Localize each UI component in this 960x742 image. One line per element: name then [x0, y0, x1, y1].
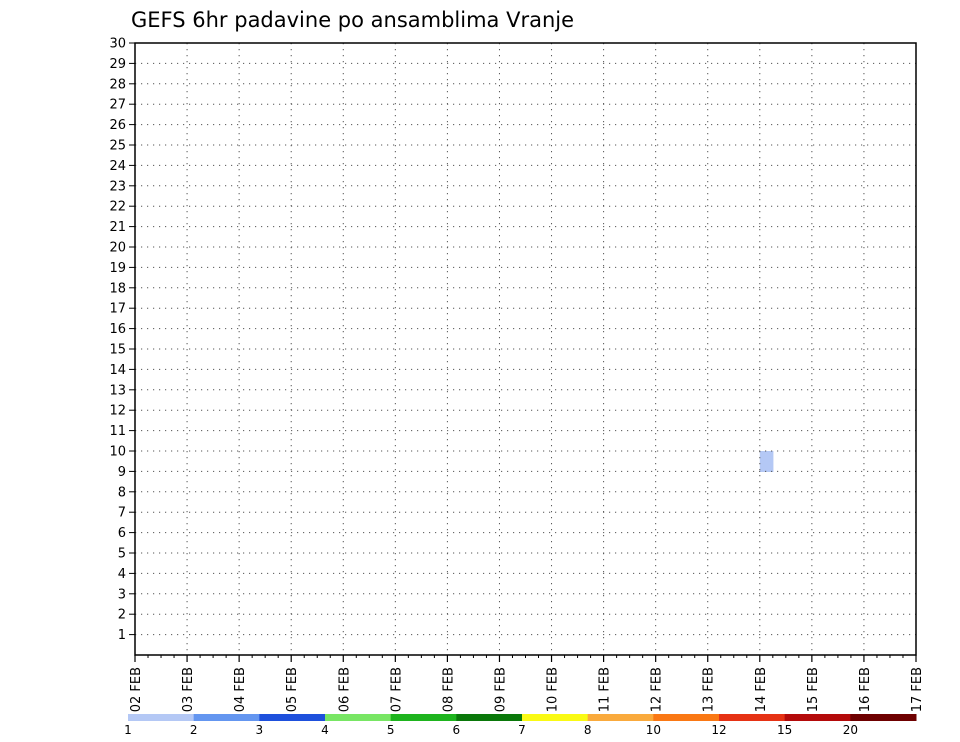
x-tick-label: 03 FEB: [181, 667, 196, 712]
x-tick-label: 05 FEB: [285, 667, 300, 712]
x-tick-label: 10 FEB: [546, 667, 561, 712]
y-tick-label: 13: [109, 383, 126, 398]
y-tick-label: 14: [109, 363, 126, 378]
y-axis: 1234567891011121314151617181920212223242…: [109, 37, 135, 643]
x-tick-label: 16 FEB: [858, 667, 873, 712]
legend-swatch: [653, 714, 720, 721]
x-tick-label: 06 FEB: [337, 667, 352, 712]
legend-label: 6: [453, 723, 461, 737]
y-tick-label: 12: [109, 404, 126, 419]
y-tick-label: 8: [118, 485, 126, 500]
y-tick-label: 2: [118, 608, 126, 623]
legend-swatch: [193, 714, 260, 721]
y-tick-label: 3: [118, 587, 126, 602]
y-tick-label: 5: [118, 547, 126, 562]
legend-label: 10: [646, 723, 661, 737]
y-tick-label: 15: [109, 343, 126, 358]
y-tick-label: 22: [109, 200, 126, 215]
legend-label: 1: [124, 723, 132, 737]
y-tick-label: 20: [109, 241, 126, 256]
legend-swatch: [719, 714, 786, 721]
legend-swatch: [850, 714, 917, 721]
legend-swatch: [390, 714, 457, 721]
y-tick-label: 23: [109, 179, 126, 194]
dotted-grid: [135, 43, 916, 655]
legend-swatch: [784, 714, 851, 721]
legend-label: 7: [518, 723, 526, 737]
y-tick-label: 24: [109, 159, 126, 174]
y-tick-label: 9: [118, 465, 126, 480]
y-tick-label: 21: [109, 220, 126, 235]
y-tick-label: 29: [109, 57, 126, 72]
y-tick-label: 4: [118, 567, 126, 582]
heatmap-cells: [759, 451, 774, 472]
y-tick-label: 28: [109, 77, 126, 92]
y-tick-label: 18: [109, 281, 126, 296]
x-axis: 02 FEB 03 FEB 04 FEB 05 FEB 06 FEB 07 FEB 08 F…: [129, 655, 925, 712]
legend-label: 12: [711, 723, 726, 737]
legend-swatch: [325, 714, 392, 721]
legend-label: 8: [584, 723, 592, 737]
legend-swatch: [128, 714, 195, 721]
y-tick-label: 7: [118, 506, 126, 521]
y-tick-label: 16: [109, 322, 126, 337]
y-tick-label: 17: [109, 302, 126, 317]
x-tick-label: 14 FEB: [754, 667, 769, 712]
legend-swatch: [259, 714, 326, 721]
chart-title: GEFS 6hr padavine po ansamblima Vranje: [131, 8, 574, 32]
y-tick-label: 11: [109, 424, 126, 439]
x-tick-label: 07 FEB: [389, 667, 404, 712]
legend-label: 5: [387, 723, 395, 737]
legend-label: 3: [256, 723, 264, 737]
x-tick-label: 09 FEB: [493, 667, 508, 712]
y-tick-label: 25: [109, 139, 126, 154]
legend-label: 4: [321, 723, 329, 737]
y-tick-label: 27: [109, 98, 126, 113]
y-tick-label: 1: [118, 628, 126, 643]
color-legend: 1 2 3 4 5 6 7 8 10 12 15 20: [124, 714, 917, 737]
legend-swatch: [456, 714, 523, 721]
y-tick-label: 19: [109, 261, 126, 276]
y-tick-label: 26: [109, 118, 126, 133]
legend-label: 2: [190, 723, 198, 737]
x-tick-label: 08 FEB: [441, 667, 456, 712]
x-tick-label: 04 FEB: [233, 667, 248, 712]
legend-swatch: [522, 714, 589, 721]
x-tick-label: 17 FEB: [910, 667, 925, 712]
x-tick-label: 12 FEB: [650, 667, 665, 712]
precip-cell: [759, 451, 774, 472]
x-tick-label: 11 FEB: [598, 667, 613, 712]
legend-label: 15: [777, 723, 792, 737]
legend-label: 20: [843, 723, 858, 737]
x-tick-label: 13 FEB: [702, 667, 717, 712]
x-tick-label: 02 FEB: [129, 667, 144, 712]
y-tick-label: 30: [109, 37, 126, 52]
x-tick-label: 15 FEB: [806, 667, 821, 712]
legend-swatch: [587, 714, 654, 721]
y-tick-label: 10: [109, 445, 126, 460]
y-tick-label: 6: [118, 526, 126, 541]
